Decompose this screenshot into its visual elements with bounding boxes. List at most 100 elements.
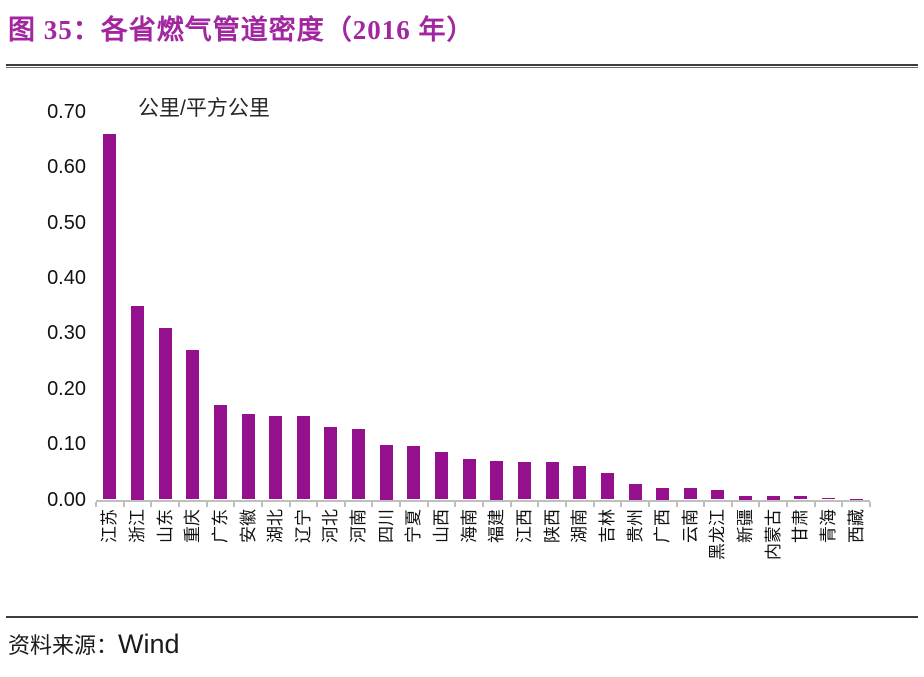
x-axis-tick	[260, 501, 263, 507]
x-axis-label-text: 江苏	[100, 508, 120, 543]
x-axis-tick	[150, 501, 153, 507]
y-axis-tick-label: 0.60	[47, 156, 86, 179]
x-axis-tick	[730, 501, 733, 507]
bar	[545, 462, 559, 500]
bar	[296, 416, 310, 500]
bar	[103, 134, 117, 500]
bar	[628, 484, 642, 500]
x-axis-tick	[509, 501, 512, 507]
x-axis-tick	[703, 501, 706, 507]
source-label: 资料来源：	[8, 633, 119, 658]
x-axis-tick	[316, 501, 319, 507]
source-line: 资料来源：Wind	[8, 628, 180, 660]
bar	[849, 498, 863, 500]
bar	[462, 459, 476, 500]
x-axis-label-text: 浙江	[127, 508, 147, 543]
x-axis-label-text: 河南	[349, 508, 369, 543]
x-axis-label-text: 河北	[321, 508, 341, 543]
x-axis-label-text: 青海	[819, 508, 839, 543]
bar	[711, 489, 725, 500]
x-axis-label-text: 贵州	[625, 508, 645, 543]
source-value: Wind	[118, 629, 180, 659]
x-axis-label-text: 湖南	[570, 508, 590, 543]
x-axis-label-text: 新疆	[736, 508, 756, 543]
x-axis-label-text: 甘肃	[791, 508, 811, 543]
bar	[739, 495, 753, 500]
x-axis-label-text: 陕西	[542, 508, 562, 543]
x-axis-tick	[205, 501, 208, 507]
y-axis-tick-label: 0.50	[47, 211, 86, 234]
bar	[379, 445, 393, 500]
x-axis-tick	[454, 501, 457, 507]
x-axis-tick	[675, 501, 678, 507]
bar	[213, 405, 227, 500]
y-axis-tick-label: 0.10	[47, 433, 86, 456]
x-axis-label-text: 四川	[376, 508, 396, 543]
y-axis-tick-label: 0.00	[47, 488, 86, 511]
x-axis-label-text: 吉林	[597, 508, 617, 543]
bar	[407, 446, 421, 500]
x-axis-tick	[620, 501, 623, 507]
bar	[573, 466, 587, 500]
x-axis-tick	[813, 501, 816, 507]
bar	[766, 495, 780, 500]
bar	[600, 472, 614, 500]
x-axis-label-text: 山西	[432, 508, 452, 543]
x-axis-tick	[399, 501, 402, 507]
x-axis-label-text: 广东	[210, 508, 230, 543]
bar	[794, 496, 808, 500]
x-axis-tick	[841, 501, 844, 507]
x-axis-label: 西藏	[847, 509, 881, 543]
x-axis-tick	[343, 501, 346, 507]
x-axis-label-text: 山东	[155, 508, 175, 543]
x-axis-tick	[371, 501, 374, 507]
x-axis-tick	[537, 501, 540, 507]
title-divider	[6, 64, 918, 68]
bar	[822, 497, 836, 500]
bar	[158, 327, 172, 500]
x-axis-tick	[288, 501, 291, 507]
x-axis-tick	[647, 501, 650, 507]
x-axis-label-text: 宁夏	[404, 508, 424, 543]
bar	[656, 487, 670, 500]
x-axis-label-text: 内蒙古	[763, 508, 783, 560]
x-axis-label-text: 海南	[459, 508, 479, 543]
bar	[352, 428, 366, 500]
x-axis-tick	[592, 501, 595, 507]
y-axis-unit-label: 公里/平方公里	[138, 97, 270, 120]
x-axis-tick	[426, 501, 429, 507]
x-axis-label-text: 江西	[514, 508, 534, 543]
x-axis-label-text: 西藏	[846, 508, 866, 543]
y-axis-tick-label: 0.30	[47, 322, 86, 345]
bar	[435, 451, 449, 500]
footer-divider	[6, 616, 918, 618]
x-axis-tick	[564, 501, 567, 507]
bar	[517, 461, 531, 500]
x-axis-label-text: 广西	[653, 508, 673, 543]
bar	[324, 426, 338, 500]
bar	[186, 350, 200, 500]
x-axis-tick	[758, 501, 761, 507]
y-axis-tick-label: 0.70	[47, 101, 86, 123]
x-axis-tick	[786, 501, 789, 507]
x-axis-tick	[95, 501, 97, 507]
y-axis-tick-label: 0.40	[47, 267, 86, 290]
x-axis-tick	[482, 501, 484, 507]
x-axis-tick	[869, 501, 871, 507]
x-axis-label-text: 辽宁	[293, 508, 313, 543]
bar	[130, 305, 144, 500]
bar	[683, 488, 697, 500]
x-axis-tick	[233, 501, 236, 507]
bar	[490, 460, 504, 500]
x-axis-label-text: 湖北	[266, 508, 286, 543]
x-axis-label-text: 云南	[680, 508, 700, 543]
y-axis-tick-label: 0.20	[47, 377, 86, 400]
x-axis-label-text: 福建	[487, 508, 507, 543]
x-axis-label-text: 安徽	[238, 508, 258, 543]
x-axis-line	[96, 499, 870, 502]
bar	[269, 415, 283, 500]
bar	[241, 413, 255, 500]
x-axis-label-text: 重庆	[183, 508, 203, 543]
x-axis-tick	[177, 501, 180, 507]
